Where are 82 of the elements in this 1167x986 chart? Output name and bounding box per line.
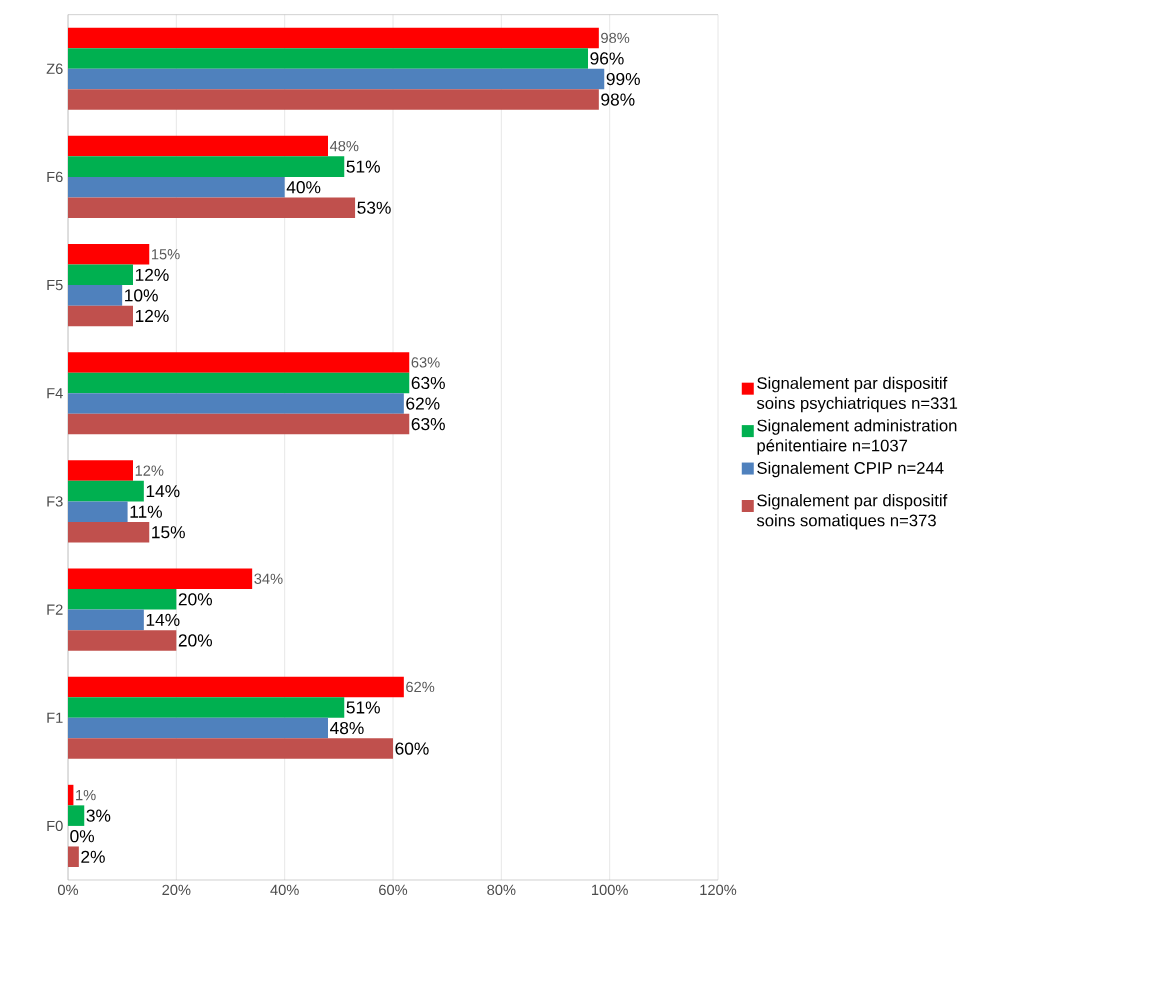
bar <box>68 697 345 718</box>
bar <box>68 717 329 739</box>
y-tick-label: F5 <box>47 279 63 291</box>
data-label: 62% <box>406 681 435 693</box>
bar <box>68 48 589 69</box>
bar <box>68 27 599 49</box>
legend-label: Signalement par dispositif soins psychiatriques n=331 <box>756 376 958 413</box>
data-label: 14% <box>146 485 180 498</box>
data-label: 63% <box>411 376 445 390</box>
x-tick-label: 60% <box>379 884 408 896</box>
data-label: 34% <box>254 573 283 584</box>
data-label: 15% <box>151 249 180 260</box>
data-label: 51% <box>346 160 380 173</box>
data-label: 53% <box>357 201 391 214</box>
bar <box>68 372 410 394</box>
bar <box>68 68 605 90</box>
legend-label: Signalement administration pénitentiaire n=1037 <box>757 419 957 455</box>
bar <box>68 784 74 806</box>
bar <box>68 460 133 481</box>
data-label: 51% <box>346 701 380 714</box>
y-tick-label: F2 <box>47 604 63 615</box>
bar <box>68 480 144 502</box>
data-label: 2% <box>81 850 105 863</box>
bar <box>68 568 253 590</box>
data-label: 15% <box>152 526 185 539</box>
data-label: 20% <box>178 593 213 606</box>
data-label: 63% <box>411 417 445 431</box>
bar <box>68 176 285 198</box>
legend-label: Signalement par dispositif soins somatiques n=373 <box>756 494 948 530</box>
legend-label: Signalement CPIP n=244 <box>757 461 944 478</box>
bar <box>68 805 85 826</box>
data-label: 1% <box>76 789 96 801</box>
bar <box>68 413 410 435</box>
data-label: 40% <box>286 181 321 194</box>
data-label: 14% <box>146 613 180 626</box>
data-label: 98% <box>601 93 635 106</box>
data-label: 0% <box>70 830 95 843</box>
data-label: 10% <box>125 289 158 302</box>
data-label: 12% <box>135 309 169 323</box>
y-tick-label: F4 <box>47 388 63 399</box>
bar <box>68 846 79 868</box>
bar <box>68 630 177 651</box>
bar <box>68 264 133 286</box>
y-tick-label: F3 <box>47 496 63 507</box>
x-tick-label: 80% <box>487 884 516 896</box>
y-tick-label: Z6 <box>46 63 63 74</box>
x-tick-label: 100% <box>592 884 628 896</box>
bar <box>68 393 404 414</box>
data-label: 96% <box>590 52 624 65</box>
bar <box>68 243 150 265</box>
x-tick-label: 0% <box>57 884 79 896</box>
data-label: 3% <box>86 809 111 822</box>
y-tick-label: F1 <box>47 712 63 723</box>
data-label: 20% <box>178 634 213 647</box>
data-label: 60% <box>395 742 429 755</box>
y-tick-label: F0 <box>47 820 63 832</box>
x-tick-label: 120% <box>700 884 737 896</box>
data-label: 48% <box>329 140 359 152</box>
bar <box>68 501 128 522</box>
data-label: 63% <box>411 357 440 368</box>
data-label: 98% <box>601 32 630 44</box>
bar <box>68 352 410 373</box>
data-label: 99% <box>606 72 640 86</box>
data-label: 12% <box>135 268 169 281</box>
y-tick-label: F6 <box>47 171 63 183</box>
bar <box>68 89 599 110</box>
bar <box>68 305 133 327</box>
bar <box>68 285 123 306</box>
data-label: 48% <box>330 721 364 735</box>
bar <box>68 676 404 698</box>
bar <box>68 156 345 177</box>
bar <box>68 135 329 157</box>
data-label: 11% <box>130 505 162 518</box>
bar <box>68 521 150 543</box>
bar <box>68 609 144 631</box>
data-label: 12% <box>135 465 164 476</box>
bar <box>68 197 356 219</box>
x-tick-label: 40% <box>270 884 299 896</box>
data-label: 62% <box>406 397 440 410</box>
bar <box>68 589 177 610</box>
bar <box>68 738 394 759</box>
x-tick-label: 20% <box>162 884 191 896</box>
